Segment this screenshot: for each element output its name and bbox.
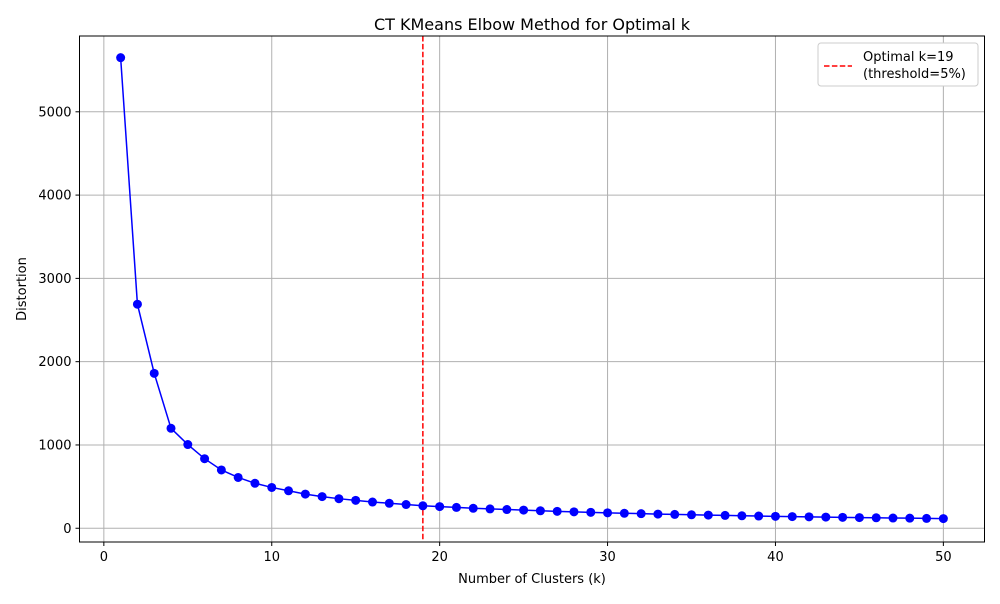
distortion-point [116, 53, 126, 63]
grid [79, 36, 985, 542]
y-tick-label: 2000 [38, 355, 71, 370]
x-tick-label: 30 [599, 550, 616, 565]
distortion-point [367, 497, 377, 507]
x-axis-label: Number of Clusters (k) [458, 572, 606, 587]
y-axis-label: Distortion [15, 257, 30, 321]
y-ticks: 0 1000 2000 3000 4000 5000 [38, 105, 80, 537]
distortion-point [334, 494, 344, 504]
distortion-point [821, 512, 831, 522]
y-tick-label: 0 [63, 522, 71, 537]
distortion-point [603, 508, 613, 518]
y-tick-label: 1000 [38, 438, 71, 453]
legend-label-line2: (threshold=5%) [863, 67, 966, 82]
distortion-point [871, 513, 881, 523]
distortion-point [535, 506, 545, 516]
distortion-point [636, 509, 646, 519]
distortion-point [737, 511, 747, 521]
x-tick-label: 20 [431, 550, 448, 565]
chart-title: CT KMeans Elbow Method for Optimal k [374, 15, 691, 34]
distortion-point [687, 510, 697, 520]
distortion-point [149, 368, 159, 378]
distortion-point [451, 502, 461, 512]
distortion-point [132, 299, 142, 309]
distortion-point [838, 512, 848, 522]
distortion-point [435, 502, 445, 512]
y-tick-label: 4000 [38, 189, 71, 204]
x-tick-label: 0 [100, 550, 108, 565]
distortion-point [569, 507, 579, 517]
distortion-point [300, 489, 310, 499]
legend: Optimal k=19 (threshold=5%) [817, 42, 979, 87]
distortion-point [787, 512, 797, 522]
distortion-point [586, 507, 596, 517]
distortion-point [653, 509, 663, 519]
distortion-point [938, 514, 948, 524]
distortion-point [166, 423, 176, 433]
distortion-point [485, 504, 495, 514]
distortion-point [384, 498, 394, 508]
y-tick-label: 5000 [38, 105, 71, 120]
x-tick-label: 10 [263, 550, 280, 565]
distortion-point [905, 513, 915, 523]
distortion-line [119, 57, 944, 520]
distortion-point [888, 513, 898, 523]
distortion-point [401, 500, 411, 510]
distortion-point [519, 505, 529, 515]
distortion-point [770, 511, 780, 521]
legend-box [817, 42, 979, 87]
distortion-point [468, 503, 478, 513]
y-tick-label: 3000 [38, 272, 71, 287]
distortion-point [922, 513, 932, 523]
x-tick-label: 40 [767, 550, 784, 565]
distortion-point [183, 440, 193, 450]
x-ticks: 0 10 20 30 40 50 [100, 542, 952, 565]
distortion-point [233, 472, 243, 482]
distortion-point [317, 492, 327, 502]
distortion-point [267, 482, 277, 492]
x-tick-label: 50 [935, 550, 952, 565]
plot-area-frame [79, 35, 985, 543]
legend-label-line1: Optimal k=19 [863, 50, 954, 65]
distortion-point [804, 512, 814, 522]
distortion-point [619, 508, 629, 518]
distortion-point [200, 454, 210, 464]
distortion-point [703, 510, 713, 520]
distortion-point [284, 486, 294, 496]
distortion-point [250, 478, 260, 488]
distortion-point [216, 465, 226, 475]
distortion-point [854, 513, 864, 523]
distortion-point [670, 509, 680, 519]
distortion-point [552, 506, 562, 516]
distortion-point [418, 501, 428, 511]
distortion-point [754, 511, 764, 521]
distortion-point [720, 510, 730, 520]
distortion-point [502, 505, 512, 515]
distortion-point [351, 495, 361, 505]
series-layer [116, 53, 948, 524]
